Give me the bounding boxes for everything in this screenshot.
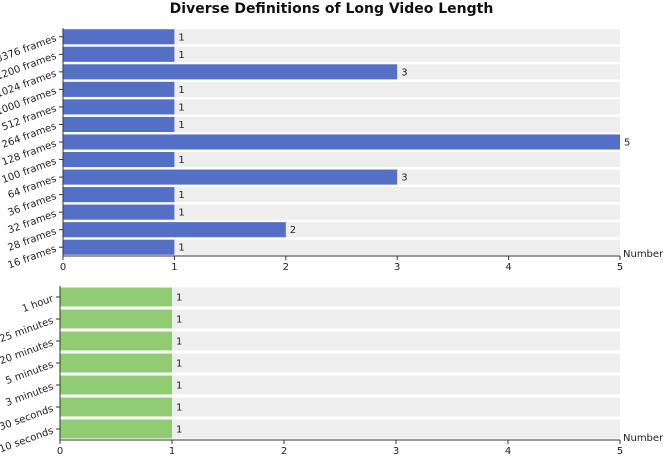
chart1-bar-background bbox=[63, 151, 620, 168]
chart2-data-label: 1 bbox=[176, 425, 182, 436]
chart1-data-label: 3 bbox=[401, 67, 407, 78]
chart1-bar-background bbox=[63, 46, 620, 62]
chart2-bar-background bbox=[60, 353, 620, 373]
chart1-bar bbox=[63, 222, 286, 238]
chart2-bar bbox=[60, 331, 172, 351]
chart1-data-label: 2 bbox=[290, 225, 296, 236]
chart2-bar bbox=[60, 419, 172, 439]
chart1-bar bbox=[63, 151, 175, 168]
chart1-bar-background bbox=[63, 187, 620, 203]
chart-title: Diverse Definitions of Long Video Length bbox=[169, 1, 494, 17]
chart1-bar bbox=[63, 204, 175, 220]
chart2-x-tick-label: 5 bbox=[617, 446, 623, 457]
chart1-bar-background bbox=[63, 204, 620, 220]
chart2-bar bbox=[60, 353, 172, 373]
chart2-data-label: 1 bbox=[176, 337, 182, 348]
chart1-bar-background bbox=[63, 99, 620, 115]
chart1-data-label: 1 bbox=[178, 208, 184, 219]
chart2-x-tick-label: 3 bbox=[393, 446, 399, 457]
chart1-x-tick-label: 1 bbox=[171, 262, 177, 273]
chart1-bar bbox=[63, 29, 175, 45]
chart1-data-label: 1 bbox=[178, 85, 184, 96]
chart1-data-label: 1 bbox=[178, 190, 184, 201]
chart1-bar bbox=[63, 187, 175, 203]
chart2-x-axis-title: Number bbox=[623, 433, 663, 444]
chart2-bar-background bbox=[60, 331, 620, 351]
chart2-data-label: 1 bbox=[176, 293, 182, 304]
chart1-bar bbox=[63, 46, 175, 62]
chart1-data-label: 1 bbox=[178, 155, 184, 166]
chart1-data-label: 1 bbox=[178, 32, 184, 43]
chart1-bar bbox=[63, 64, 398, 80]
chart2-x-tick-label: 1 bbox=[169, 446, 175, 457]
chart2-bar-background bbox=[60, 397, 620, 417]
chart2-bar bbox=[60, 375, 172, 395]
chart1-bar bbox=[63, 169, 398, 185]
chart2-x-tick-label: 0 bbox=[57, 446, 63, 457]
chart1-x-tick-label: 5 bbox=[617, 262, 623, 273]
chart1-bar bbox=[63, 239, 175, 255]
chart1-data-label: 1 bbox=[178, 102, 184, 113]
chart1-data-label: 1 bbox=[178, 243, 184, 254]
chart2-category-label: 1 hour bbox=[21, 293, 56, 315]
chart2-data-label: 1 bbox=[176, 359, 182, 370]
chart2-bar-background bbox=[60, 419, 620, 439]
chart2-data-label: 1 bbox=[176, 403, 182, 414]
chart2-bar-background bbox=[60, 309, 620, 329]
chart1-bar-background bbox=[63, 116, 620, 133]
chart1-x-tick-label: 3 bbox=[394, 262, 400, 273]
chart2-data-label: 1 bbox=[176, 315, 182, 326]
chart2-x-tick-label: 4 bbox=[505, 446, 511, 457]
chart1-bar-background bbox=[63, 239, 620, 255]
chart1-x-axis-title: Number bbox=[623, 249, 663, 260]
chart2-bar bbox=[60, 287, 172, 307]
chart1-bar bbox=[63, 81, 175, 97]
chart2-bar-background bbox=[60, 287, 620, 307]
chart1-data-label: 5 bbox=[624, 138, 630, 149]
chart1-data-label: 1 bbox=[178, 120, 184, 131]
chart1-data-label: 3 bbox=[401, 173, 407, 184]
chart2-bar bbox=[60, 397, 172, 417]
chart1-x-tick-label: 2 bbox=[283, 262, 289, 273]
chart1-data-label: 1 bbox=[178, 50, 184, 61]
chart1-bar bbox=[63, 99, 175, 115]
chart1-bar bbox=[63, 134, 620, 150]
chart1-bar-background bbox=[63, 29, 620, 45]
chart1-x-tick-label: 4 bbox=[505, 262, 511, 273]
chart1-bar-background bbox=[63, 81, 620, 97]
chart1-x-tick-label: 0 bbox=[60, 262, 66, 273]
chart2-x-tick-label: 2 bbox=[281, 446, 287, 457]
chart2-bar bbox=[60, 309, 172, 329]
chart2-bar-background bbox=[60, 375, 620, 395]
chart1-bar bbox=[63, 116, 175, 133]
chart2-data-label: 1 bbox=[176, 381, 182, 392]
